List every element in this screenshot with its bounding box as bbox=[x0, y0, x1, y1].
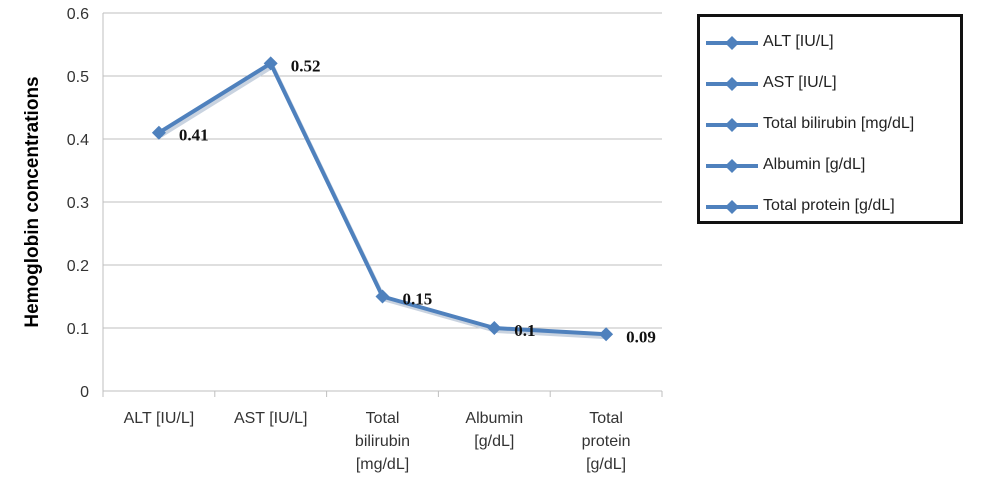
y-tick-label: 0.3 bbox=[67, 195, 89, 212]
data-label: 0.52 bbox=[291, 56, 321, 75]
legend-item: ALT [IU/L] bbox=[700, 31, 960, 55]
series-line bbox=[151, 56, 614, 342]
data-point-marker bbox=[375, 289, 390, 304]
data-point-marker bbox=[599, 327, 614, 342]
x-category-label: AST [IU/L] bbox=[234, 410, 308, 427]
y-tick-label: 0.5 bbox=[67, 69, 89, 86]
x-category-label: Total protein [g/dL] bbox=[582, 410, 631, 473]
data-point-marker bbox=[151, 125, 166, 140]
legend-label: ALT [IU/L] bbox=[763, 33, 834, 50]
data-label: 0.1 bbox=[514, 321, 535, 340]
legend-label: Albumin [g/dL] bbox=[763, 156, 866, 173]
x-category-label: Total bilirubin [mg/dL] bbox=[355, 410, 410, 473]
y-tick-label: 0 bbox=[80, 384, 89, 401]
y-tick-label: 0.6 bbox=[67, 6, 89, 23]
legend-label: AST [IU/L] bbox=[763, 74, 837, 91]
x-category-label: Albumin [g/dL] bbox=[465, 410, 523, 450]
legend-item: AST [IU/L] bbox=[700, 72, 960, 96]
legend-marker-icon bbox=[706, 118, 758, 132]
data-label: 0.15 bbox=[403, 290, 433, 309]
y-axis-label: Hemoglobin concentrations bbox=[22, 76, 43, 327]
legend-marker-icon bbox=[706, 200, 758, 214]
legend-marker-icon bbox=[706, 159, 758, 173]
y-tick-label: 0.2 bbox=[67, 258, 89, 275]
legend-item: Albumin [g/dL] bbox=[700, 154, 960, 178]
legend-item: Total protein [g/dL] bbox=[700, 195, 960, 219]
legend-marker-icon bbox=[706, 77, 758, 91]
legend: ALT [IU/L] AST [IU/L] Total bilirubin [mg/… bbox=[697, 14, 963, 224]
y-tick-label: 0.1 bbox=[67, 321, 89, 338]
axes bbox=[102, 13, 663, 397]
y-tick-label: 0.4 bbox=[67, 132, 89, 149]
legend-marker-icon bbox=[706, 36, 758, 50]
legend-item: Total bilirubin [mg/dL] bbox=[700, 113, 960, 137]
legend-label: Total protein [g/dL] bbox=[763, 197, 895, 214]
x-category-label: ALT [IU/L] bbox=[124, 410, 195, 427]
data-point-marker bbox=[263, 56, 278, 71]
data-labels: 0.41 0.52 0.15 0.1 0.09 bbox=[179, 56, 656, 346]
legend-label: Total bilirubin [mg/dL] bbox=[763, 115, 915, 132]
x-category-labels: ALT [IU/L] AST [IU/L] Total bilirubin [mg/dL… bbox=[124, 410, 631, 473]
gridlines bbox=[103, 12, 662, 329]
y-tick-labels: 0 0.1 0.2 0.3 0.4 0.5 0.6 bbox=[67, 6, 89, 401]
data-label: 0.09 bbox=[626, 327, 656, 346]
data-label: 0.41 bbox=[179, 126, 209, 145]
data-point-marker bbox=[487, 321, 502, 335]
